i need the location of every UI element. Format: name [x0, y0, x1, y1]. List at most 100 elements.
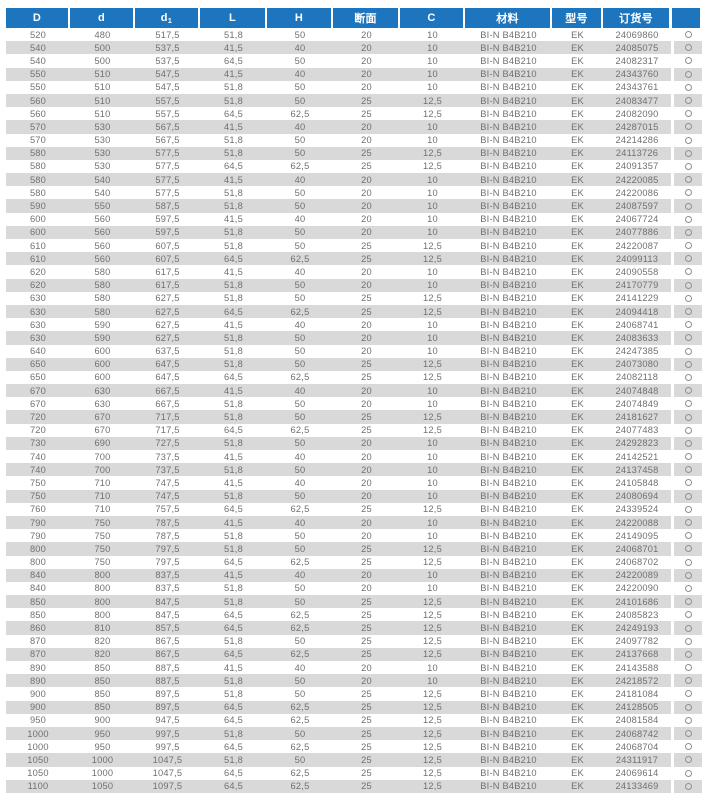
cell-material: BI-N B4B210 [465, 159, 552, 174]
cell-L: 51,8 [200, 199, 267, 213]
cell-section: 25 [333, 647, 400, 661]
cell-C: 10 [400, 318, 465, 332]
cell-section: 25 [333, 700, 400, 714]
cell-availability [674, 318, 702, 332]
cell-material: BI-N B4B210 [465, 489, 552, 503]
cell-C: 12,5 [400, 252, 465, 266]
cell-C: 12,5 [400, 357, 465, 371]
cell-d1: 667,5 [135, 384, 200, 398]
availability-circle-icon [684, 637, 692, 645]
cell-availability [674, 423, 702, 437]
cell-L: 51,8 [200, 489, 267, 503]
cell-availability [674, 410, 702, 424]
cell-model: EK [552, 581, 603, 596]
cell-section: 20 [333, 397, 400, 411]
cell-d: 690 [70, 436, 135, 450]
cell-d1: 597,5 [135, 225, 200, 239]
cell-order_no: 24083633 [603, 331, 671, 345]
cell-order_no: 24067724 [603, 212, 671, 226]
cell-availability [674, 779, 702, 793]
cell-H: 50 [267, 331, 333, 345]
cell-d1: 557,5 [135, 107, 200, 121]
cell-model: EK [552, 331, 603, 345]
cell-d: 850 [70, 687, 135, 701]
cell-L: 64,5 [200, 779, 267, 793]
cell-model: EK [552, 608, 603, 622]
cell-C: 12,5 [400, 502, 465, 516]
cell-order_no: 24137458 [603, 463, 671, 477]
cell-d1: 747,5 [135, 476, 200, 490]
cell-section: 25 [333, 726, 400, 741]
cell-model: EK [552, 186, 603, 200]
availability-circle-icon [684, 769, 692, 777]
availability-circle-icon [684, 492, 692, 500]
cell-d: 560 [70, 252, 135, 266]
cell-d: 500 [70, 41, 135, 55]
cell-material: BI-N B4B210 [465, 107, 552, 121]
cell-section: 25 [333, 779, 400, 793]
cell-d: 810 [70, 621, 135, 635]
cell-L: 51,8 [200, 436, 267, 450]
cell-d1: 797,5 [135, 542, 200, 556]
cell-section: 20 [333, 450, 400, 464]
column-header-D: D [6, 8, 70, 28]
cell-d1: 997,5 [135, 740, 200, 754]
cell-material: BI-N B4B210 [465, 199, 552, 213]
cell-D: 550 [6, 80, 70, 94]
table-row: 620 580 617,5 51,8 50 20 10 BI-N B4B210 EK 241707… [6, 278, 702, 292]
cell-D: 850 [6, 608, 70, 622]
cell-order_no: 24074849 [603, 397, 671, 411]
cell-availability [674, 608, 702, 622]
cell-model: EK [552, 766, 603, 780]
cell-order_no: 24220088 [603, 515, 671, 530]
cell-L: 51,8 [200, 278, 267, 292]
cell-availability [674, 674, 702, 688]
cell-model: EK [552, 634, 603, 648]
table-row: 1050 1000 1047,5 64,5 62,5 25 12,5 BI-N B4B210 E… [6, 766, 702, 780]
cell-order_no: 24085075 [603, 41, 671, 55]
column-header-d1-base: d [160, 12, 168, 24]
cell-section: 20 [333, 225, 400, 239]
cell-L: 64,5 [200, 502, 267, 516]
cell-d1: 897,5 [135, 687, 200, 701]
cell-H: 62,5 [267, 700, 333, 714]
availability-circle-icon [684, 268, 692, 276]
column-header-model: 型号 [552, 8, 603, 28]
cell-model: EK [552, 529, 603, 543]
availability-circle-icon [684, 334, 692, 342]
cell-d1: 847,5 [135, 608, 200, 622]
cell-order_no: 24287015 [603, 120, 671, 134]
cell-availability [674, 384, 702, 398]
cell-material: BI-N B4B210 [465, 265, 552, 279]
table-row: 870 820 867,5 51,8 50 25 12,5 BI-N B4B210 EK 2409… [6, 634, 702, 648]
cell-d: 600 [70, 344, 135, 358]
cell-d1: 717,5 [135, 410, 200, 424]
cell-section: 20 [333, 476, 400, 490]
availability-circle-icon [684, 97, 692, 105]
cell-D: 630 [6, 291, 70, 305]
cell-H: 50 [267, 397, 333, 411]
table-row: 1100 1050 1097,5 64,5 62,5 25 12,5 BI-N B4B210 E… [6, 779, 702, 793]
cell-section: 20 [333, 133, 400, 147]
cell-H: 50 [267, 199, 333, 213]
table-row: 600 560 597,5 51,8 50 20 10 BI-N B4B210 EK 240778… [6, 225, 702, 239]
cell-H: 50 [267, 595, 333, 609]
cell-H: 40 [267, 515, 333, 530]
cell-material: BI-N B4B210 [465, 713, 552, 727]
cell-model: EK [552, 225, 603, 239]
cell-d: 850 [70, 674, 135, 688]
cell-d: 560 [70, 225, 135, 239]
cell-C: 10 [400, 661, 465, 675]
cell-d: 750 [70, 542, 135, 556]
cell-d1: 607,5 [135, 239, 200, 253]
cell-model: EK [552, 41, 603, 55]
cell-section: 20 [333, 173, 400, 187]
table-row: 580 530 577,5 51,8 50 25 12,5 BI-N B4B210 EK 2411… [6, 146, 702, 160]
cell-H: 50 [267, 581, 333, 596]
cell-C: 10 [400, 41, 465, 55]
cell-H: 50 [267, 753, 333, 767]
availability-circle-icon [684, 413, 692, 421]
cell-H: 40 [267, 661, 333, 675]
cell-C: 10 [400, 463, 465, 477]
